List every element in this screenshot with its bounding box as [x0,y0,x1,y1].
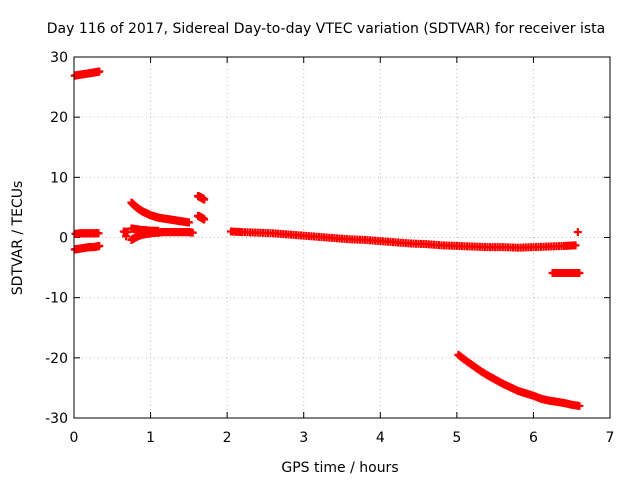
y-tick-label: -10 [45,291,68,307]
data-point [575,401,584,410]
y-tick-label: 30 [50,50,68,66]
x-tick-label: 7 [606,430,615,446]
y-tick-label: 0 [59,231,68,247]
x-axis-label: GPS time / hours [281,460,398,476]
data-point [154,226,163,235]
data-point [95,67,104,76]
plot-frame [73,56,611,419]
data-point [575,268,584,277]
x-tick-label: 6 [529,430,538,446]
y-tick-label: 10 [50,170,68,186]
x-tick-label: 1 [146,430,155,446]
x-tick-label: 0 [70,430,79,446]
data-point [571,241,580,250]
data-point [184,218,193,227]
chart-title: Day 116 of 2017, Sidereal Day-to-day VTE… [47,21,605,37]
data-point [573,228,582,237]
axis-ticks: 0 1 2 3 4 5 6 7 30 20 10 0 -10 -20 -30 [45,50,614,446]
data-point [122,232,131,241]
x-tick-label: 4 [376,430,385,446]
y-axis-label: SDTVAR / TECUs [10,181,26,296]
x-tick-label: 3 [299,430,308,446]
data-points [70,67,584,410]
data-point [94,229,103,238]
x-tick-label: 2 [223,430,232,446]
x-tick-label: 5 [452,430,461,446]
y-tick-label: 20 [50,110,68,126]
data-point [200,195,209,204]
data-point [200,215,209,224]
y-tick-label: -30 [45,411,68,427]
y-tick-label: -20 [45,351,68,367]
data-point [188,228,197,237]
data-point [95,241,104,250]
